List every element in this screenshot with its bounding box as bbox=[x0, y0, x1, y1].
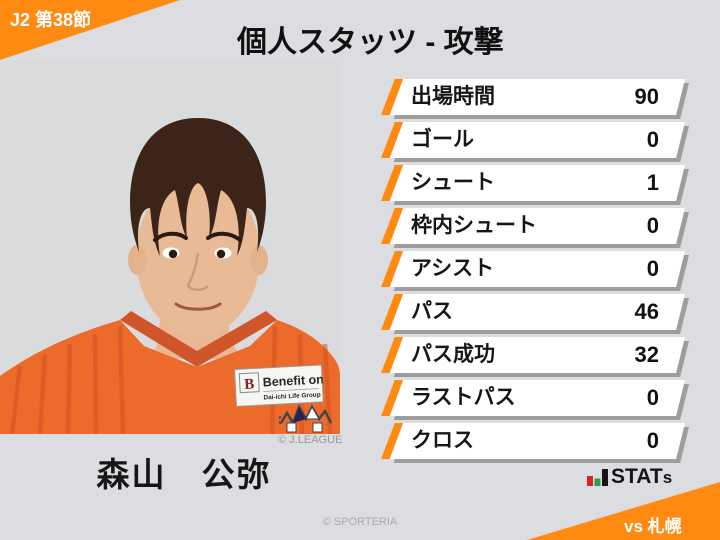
svg-text:B: B bbox=[244, 376, 255, 393]
